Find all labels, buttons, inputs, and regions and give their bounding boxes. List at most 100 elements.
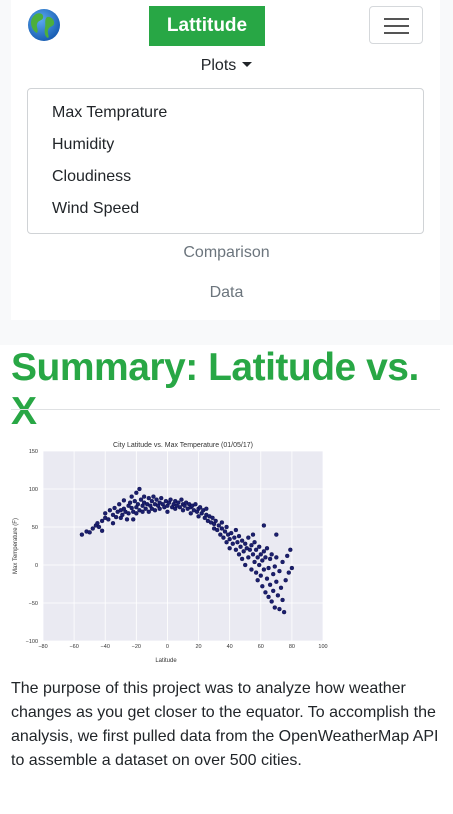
- data-point: [264, 546, 270, 551]
- data-point: [249, 567, 254, 572]
- data-point: [221, 535, 226, 540]
- data-point: [235, 540, 240, 545]
- data-point: [278, 585, 284, 590]
- data-point: [180, 508, 186, 513]
- data-point: [246, 555, 251, 560]
- data-point: [285, 553, 290, 559]
- data-point: [239, 556, 245, 562]
- data-point: [113, 514, 119, 520]
- data-point: [134, 511, 139, 516]
- data-point: [168, 497, 173, 502]
- y-tick-label: 100: [29, 487, 38, 493]
- data-point: [277, 568, 282, 574]
- data-point: [149, 499, 155, 504]
- data-point: [222, 529, 228, 534]
- y-axis-label: Max Temperature (F): [13, 518, 19, 574]
- dropdown-item-humidity[interactable]: Humidity: [52, 136, 115, 153]
- data-point: [263, 555, 268, 560]
- data-point: [120, 512, 125, 517]
- data-point: [227, 537, 232, 542]
- brand-link[interactable]: Lattitude: [149, 6, 265, 46]
- plots-dropdown-label: Plots: [200, 57, 237, 74]
- data-point: [286, 570, 291, 575]
- data-point: [179, 497, 184, 502]
- data-point: [289, 565, 295, 571]
- data-point: [219, 520, 225, 525]
- data-point: [176, 500, 181, 505]
- data-point: [107, 508, 113, 513]
- data-point: [99, 518, 105, 524]
- data-point: [79, 532, 85, 537]
- data-point: [157, 506, 162, 511]
- data-point: [238, 544, 243, 549]
- data-point: [215, 527, 220, 533]
- data-point: [252, 559, 257, 565]
- navbar-toggler-button[interactable]: [369, 6, 423, 44]
- data-point: [247, 547, 253, 552]
- data-point: [224, 524, 229, 530]
- data-point: [141, 494, 147, 499]
- data-point: [257, 562, 262, 568]
- data-points: [79, 486, 295, 615]
- data-point: [255, 555, 260, 560]
- data-point: [260, 584, 265, 589]
- x-tick-label: −80: [38, 644, 47, 650]
- data-point: [274, 555, 279, 560]
- data-point: [135, 502, 141, 507]
- dropdown-item-cloudiness[interactable]: Cloudiness: [52, 168, 132, 185]
- data-point: [281, 609, 287, 615]
- data-point: [218, 532, 223, 537]
- data-point: [255, 578, 260, 583]
- data-point: [143, 506, 148, 511]
- data-point: [132, 499, 137, 504]
- data-point: [117, 502, 122, 507]
- y-tick-labels: −100 −50 0 50 100 150: [26, 449, 38, 645]
- data-point: [95, 521, 100, 526]
- data-point: [124, 517, 130, 522]
- x-tick-label: 100: [318, 644, 327, 650]
- data-point: [236, 552, 242, 557]
- data-point: [260, 558, 265, 563]
- nav-link-comparison[interactable]: Comparison: [183, 244, 270, 261]
- y-tick-label: 0: [35, 563, 38, 569]
- data-point: [127, 500, 133, 505]
- data-point: [90, 526, 95, 531]
- plots-dropdown-toggle[interactable]: Plots: [0, 57, 453, 75]
- data-point: [288, 547, 293, 552]
- nav-link-data[interactable]: Data: [209, 284, 244, 301]
- x-tick-label: −20: [132, 644, 141, 650]
- dropdown-item-wind-speed[interactable]: Wind Speed: [52, 200, 140, 217]
- data-point: [233, 527, 239, 533]
- data-point: [267, 556, 273, 562]
- data-point: [280, 597, 285, 603]
- data-point: [249, 543, 254, 548]
- page-title: Summary: Latitude vs. X: [11, 346, 419, 433]
- data-point: [159, 495, 164, 501]
- data-point: [229, 530, 234, 536]
- dropdown-item-max-temperature[interactable]: Max Temprature: [52, 104, 168, 121]
- data-point: [253, 547, 259, 552]
- data-point: [274, 532, 279, 537]
- data-point: [126, 511, 131, 516]
- data-point: [272, 564, 277, 569]
- data-point: [213, 518, 218, 524]
- data-point: [250, 552, 256, 557]
- data-point: [140, 509, 145, 514]
- data-point: [253, 570, 259, 575]
- data-point: [272, 605, 277, 610]
- data-point: [138, 497, 144, 502]
- x-tick-labels: −80 −60 −40 −20 0 20 40 60 80 100: [38, 644, 327, 650]
- x-axis-label: Latitude: [155, 658, 177, 664]
- caret-down-icon: [242, 62, 253, 67]
- data-point: [103, 511, 108, 516]
- data-point: [261, 549, 267, 554]
- data-point: [246, 535, 251, 540]
- data-point: [274, 579, 279, 584]
- globe-icon[interactable]: [27, 8, 61, 42]
- data-point: [243, 562, 248, 568]
- data-point: [269, 599, 274, 604]
- project-description: The purpose of this project was to analy…: [11, 680, 439, 769]
- data-point: [197, 505, 203, 510]
- data-point: [250, 532, 256, 537]
- chart-title: City Latitude vs. Max Temperature (01/05…: [113, 442, 253, 449]
